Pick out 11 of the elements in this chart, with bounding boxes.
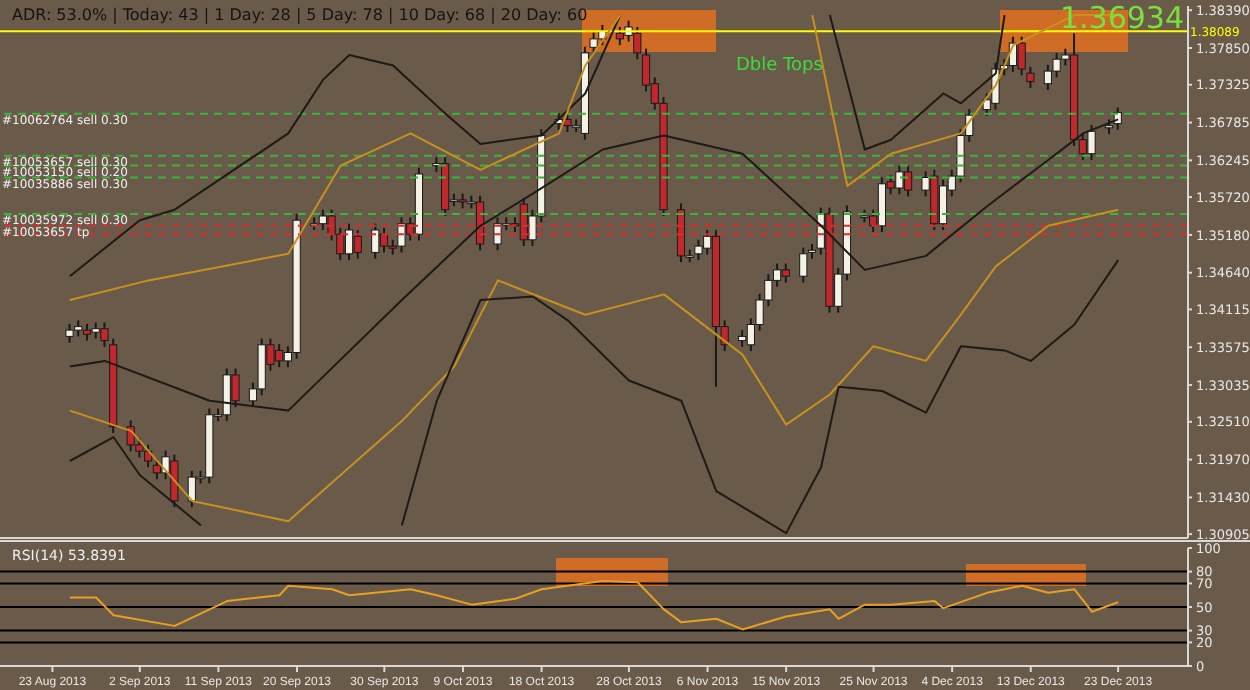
annotation: Dble Tops <box>736 56 823 76</box>
candlestick <box>781 262 790 284</box>
line-series <box>68 208 1120 523</box>
candlestick <box>1087 124 1096 161</box>
line-series <box>68 580 1120 631</box>
candlestick <box>371 222 380 260</box>
candlestick <box>353 229 362 260</box>
candlestick <box>379 226 389 254</box>
candlestick <box>799 246 808 284</box>
candlestick <box>344 222 354 262</box>
candlestick <box>938 178 948 231</box>
